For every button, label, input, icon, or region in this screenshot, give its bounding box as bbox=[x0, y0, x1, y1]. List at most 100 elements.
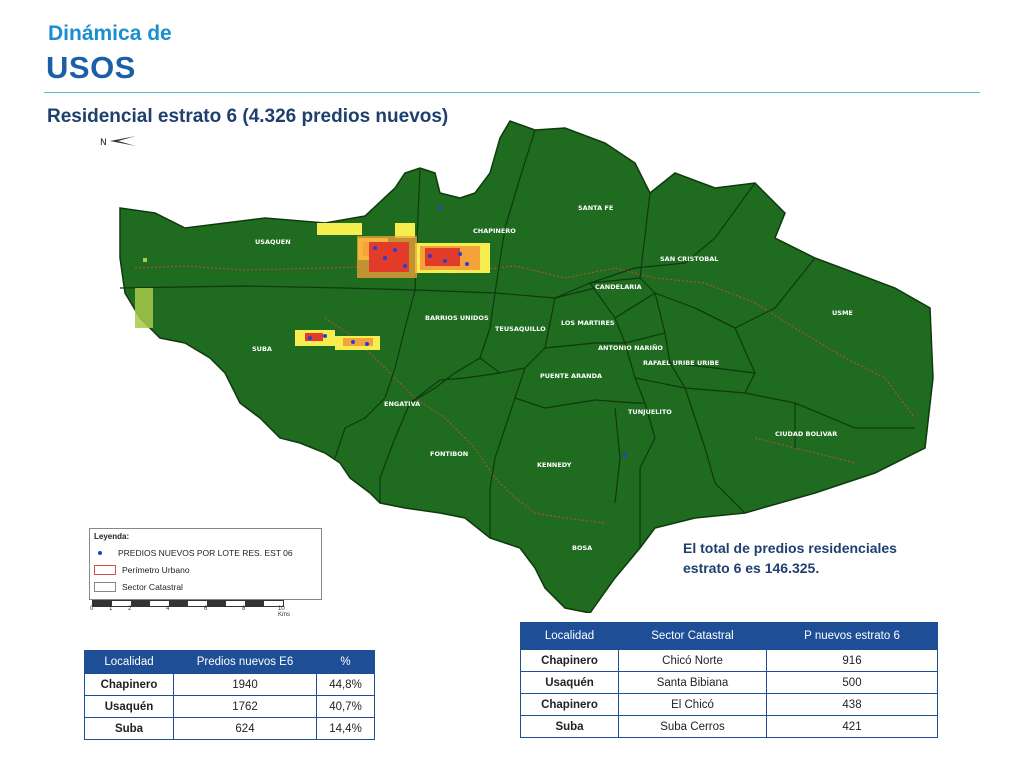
label-rafael-uribe: RAFAEL URIBE URIBE bbox=[643, 359, 719, 367]
label-suba: SUBA bbox=[252, 345, 272, 353]
cell-count: 438 bbox=[766, 693, 938, 716]
table-row: Chapinero 1940 44,8% bbox=[84, 673, 375, 696]
table-row: Suba 624 14,4% bbox=[84, 717, 375, 740]
label-los-martires: LOS MARTIRES bbox=[561, 319, 615, 327]
cell-percent: 44,8% bbox=[316, 673, 375, 696]
table-row: Usaquén 1762 40,7% bbox=[84, 695, 375, 718]
cell-sector: Santa Bibiana bbox=[618, 671, 767, 694]
table-row: Chapinero El Chicó 438 bbox=[520, 693, 938, 716]
cell-localidad: Chapinero bbox=[84, 673, 174, 696]
label-puente-aranda: PUENTE ARANDA bbox=[540, 372, 602, 380]
sector-table: Localidad Sector Catastral P nuevos estr… bbox=[520, 622, 938, 738]
lot-point bbox=[465, 262, 469, 266]
localidad-table: Localidad Predios nuevos E6 % Chapinero … bbox=[84, 650, 375, 740]
lot-point bbox=[351, 340, 355, 344]
cell-localidad: Chapinero bbox=[520, 649, 619, 672]
lot-point bbox=[323, 334, 327, 338]
lot-point bbox=[308, 336, 312, 340]
table-header-row: Localidad Sector Catastral P nuevos estr… bbox=[520, 622, 938, 650]
legend-item-sector: Sector Catastral bbox=[94, 582, 183, 592]
map-subtitle: Residencial estrato 6 (4.326 predios nue… bbox=[47, 106, 449, 127]
cell-localidad: Suba bbox=[520, 715, 619, 738]
cell-percent: 40,7% bbox=[316, 695, 375, 718]
lot-point bbox=[438, 206, 442, 210]
north-arrow-icon: N bbox=[100, 136, 136, 148]
legend-label: Sector Catastral bbox=[122, 582, 183, 592]
section-title: Dinámica de bbox=[48, 22, 172, 45]
table-row: Suba Suba Cerros 421 bbox=[520, 715, 938, 738]
north-label: N bbox=[100, 138, 107, 148]
legend-label: Perímetro Urbano bbox=[122, 565, 190, 575]
scale-bar-graphic bbox=[92, 600, 284, 607]
lot-point bbox=[373, 246, 377, 250]
cell-count: 421 bbox=[766, 715, 938, 738]
legend-item-perimeter: Perímetro Urbano bbox=[94, 565, 190, 575]
scale-tick: 8 bbox=[242, 606, 246, 612]
cell-sector: El Chicó bbox=[618, 693, 767, 716]
hotspot-usaquen-west bbox=[317, 223, 362, 235]
lot-point bbox=[623, 453, 627, 457]
legend-title: Leyenda: bbox=[94, 532, 130, 541]
cell-sector: Suba Cerros bbox=[618, 715, 767, 738]
total-note: El total de predios residenciales estrat… bbox=[683, 540, 897, 576]
estrato6-hotspots bbox=[135, 206, 627, 457]
bogota-map: USAQUEN CHAPINERO SANTA FE SAN CRISTOBAL… bbox=[95, 118, 935, 613]
label-tunjuelito: TUNJUELITO bbox=[628, 408, 672, 416]
hotspot-suba-red bbox=[305, 333, 323, 341]
label-barrios-unidos: BARRIOS UNIDOS bbox=[425, 314, 489, 322]
label-chapinero: CHAPINERO bbox=[473, 227, 516, 235]
scale-unit: Kms bbox=[278, 612, 290, 618]
cell-count: 916 bbox=[766, 649, 938, 672]
label-ciudad-bolivar: CIUDAD BOLIVAR bbox=[775, 430, 837, 438]
legend-label: PREDIOS NUEVOS POR LOTE RES. EST 06 bbox=[118, 548, 293, 558]
hotspot-usaquen-north bbox=[395, 223, 415, 238]
table-row: Usaquén Santa Bibiana 500 bbox=[520, 671, 938, 694]
cell-count: 500 bbox=[766, 671, 938, 694]
label-engativa: ENGATIVA bbox=[384, 400, 420, 408]
label-bosa: BOSA bbox=[572, 544, 592, 552]
label-antonio-narino: ANTONIO NARIÑO bbox=[598, 343, 663, 352]
col-header: Localidad bbox=[520, 622, 619, 650]
map-legend: Leyenda: PREDIOS NUEVOS POR LOTE RES. ES… bbox=[89, 528, 322, 600]
cell-percent: 14,4% bbox=[316, 717, 375, 740]
scale-tick: 1 bbox=[109, 606, 113, 612]
cell-localidad: Suba bbox=[84, 717, 174, 740]
scale-tick: 2 bbox=[128, 606, 132, 612]
cell-localidad: Usaquén bbox=[84, 695, 174, 718]
legend-item-new-lots: PREDIOS NUEVOS POR LOTE RES. EST 06 bbox=[94, 548, 293, 558]
grey-outline-swatch-icon bbox=[94, 582, 116, 592]
cell-sector: Chicó Norte bbox=[618, 649, 767, 672]
locality-labels: USAQUEN CHAPINERO SANTA FE SAN CRISTOBAL… bbox=[252, 204, 853, 552]
col-header: Predios nuevos E6 bbox=[173, 650, 317, 674]
locality-boundaries bbox=[119, 129, 915, 548]
scale-bar: 0 1 2 4 6 8 10 Kms bbox=[90, 600, 300, 618]
hotspot-suba-orange bbox=[343, 338, 373, 346]
label-fontibon: FONTIBON bbox=[430, 450, 468, 458]
scale-tick: 0 bbox=[90, 606, 94, 612]
label-usme: USME bbox=[832, 309, 853, 317]
red-outline-swatch-icon bbox=[94, 565, 116, 575]
table-header-row: Localidad Predios nuevos E6 % bbox=[84, 650, 375, 674]
new-lots-points bbox=[308, 206, 627, 457]
label-teusaquillo: TEUSAQUILLO bbox=[495, 325, 546, 333]
cell-predios: 1762 bbox=[173, 695, 317, 718]
lot-point bbox=[458, 252, 462, 256]
lot-point bbox=[393, 248, 397, 252]
cell-localidad: Usaquén bbox=[520, 671, 619, 694]
table-row: Chapinero Chicó Norte 916 bbox=[520, 649, 938, 672]
lot-point bbox=[365, 342, 369, 346]
lot-point bbox=[383, 256, 387, 260]
cell-predios: 624 bbox=[173, 717, 317, 740]
col-header: Localidad bbox=[84, 650, 174, 674]
label-usaquen: USAQUEN bbox=[255, 238, 291, 246]
blue-dot-icon bbox=[98, 551, 102, 555]
hotspot-chapinero-red bbox=[425, 248, 460, 266]
scale-tick: 10 bbox=[278, 606, 285, 612]
col-header: Sector Catastral bbox=[618, 622, 767, 650]
scale-tick: 4 bbox=[166, 606, 170, 612]
scale-tick: 6 bbox=[204, 606, 208, 612]
lot-point bbox=[403, 264, 407, 268]
hotspot-suba-dot bbox=[143, 258, 147, 262]
label-santa-fe: SANTA FE bbox=[578, 204, 613, 212]
lot-point bbox=[428, 254, 432, 258]
